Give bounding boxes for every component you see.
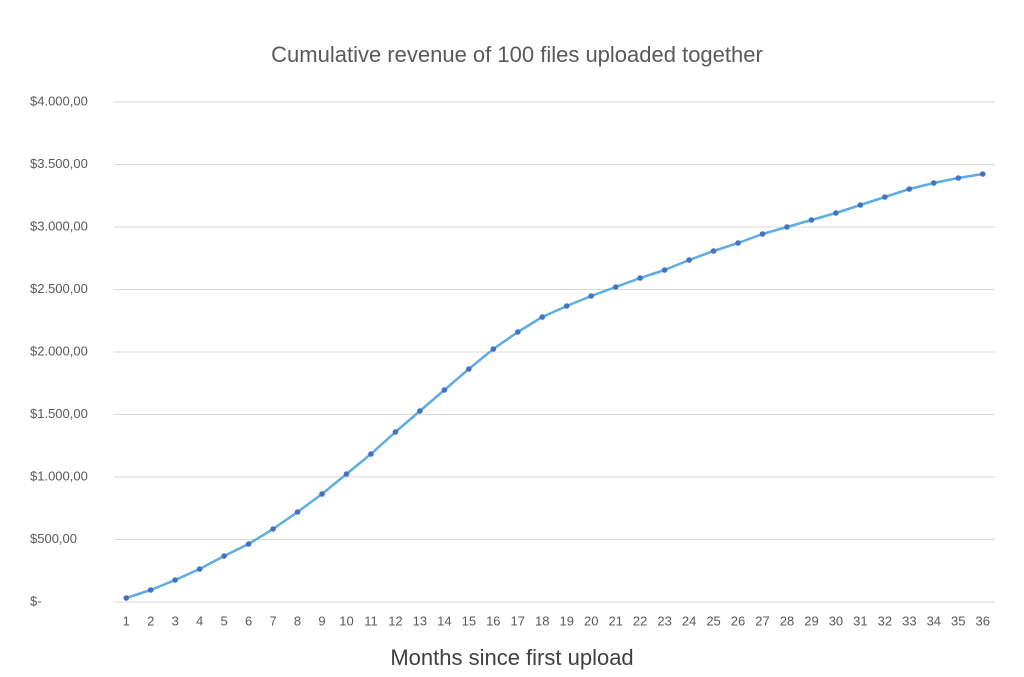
data-point [196, 566, 203, 572]
data-point [147, 587, 154, 593]
x-tick-label: 5 [221, 613, 228, 628]
x-tick-label: 2 [147, 613, 154, 628]
data-point [661, 267, 668, 273]
data-point [123, 595, 130, 601]
x-tick-label: 35 [951, 613, 965, 628]
x-tick-label: 4 [196, 613, 203, 628]
x-tick-label: 25 [706, 613, 720, 628]
x-tick-label: 8 [294, 613, 301, 628]
data-point [686, 257, 692, 263]
data-point [759, 231, 766, 237]
data-point [563, 303, 570, 309]
x-tick-label: 13 [413, 613, 427, 628]
x-tick-label: 22 [633, 613, 647, 628]
x-tick-label: 36 [976, 613, 990, 628]
data-point [490, 346, 497, 352]
x-tick-label: 9 [318, 613, 325, 628]
data-point [514, 329, 521, 335]
data-point [955, 175, 962, 181]
y-tick-label: $1.000,00 [30, 468, 88, 483]
x-tick-label: 14 [437, 613, 451, 628]
y-tick-label: $4.000,00 [30, 93, 88, 108]
data-point [784, 224, 790, 230]
data-point [172, 577, 178, 583]
data-point [979, 171, 986, 177]
x-tick-label: 23 [657, 613, 671, 628]
data-point [466, 366, 472, 372]
x-tick-label: 28 [780, 613, 794, 628]
data-point [833, 210, 839, 216]
data-point [710, 248, 717, 254]
data-point [588, 293, 595, 299]
data-point [637, 275, 643, 281]
data-point [294, 509, 301, 515]
y-tick-label: $500,00 [30, 531, 77, 546]
x-tick-label: 6 [245, 613, 252, 628]
x-tick-label: 21 [608, 613, 622, 628]
data-point [612, 284, 619, 290]
data-point [319, 491, 325, 497]
data-point [245, 541, 252, 547]
y-tick-label: $3.000,00 [30, 218, 88, 233]
x-tick-label: 11 [364, 613, 378, 628]
x-tick-label: 3 [172, 613, 179, 628]
x-tick-label: 18 [535, 613, 549, 628]
x-tick-label: 26 [731, 613, 745, 628]
data-point [735, 240, 741, 246]
data-point [270, 526, 276, 532]
data-point [906, 186, 913, 192]
data-point [417, 408, 423, 414]
x-tick-label: 27 [755, 613, 769, 628]
y-tick-label: $2.500,00 [30, 281, 88, 296]
x-tick-label: 7 [269, 613, 276, 628]
x-tick-label: 1 [123, 613, 130, 628]
data-point [343, 471, 350, 477]
data-point [931, 180, 937, 186]
data-line [125, 172, 983, 600]
chart-title: Cumulative revenue of 100 files uploaded… [271, 42, 763, 67]
data-point [221, 553, 227, 559]
x-tick-label: 17 [511, 613, 525, 628]
x-tick-label: 16 [486, 613, 500, 628]
y-tick-label: $3.500,00 [30, 156, 88, 171]
x-axis-title: Months since first upload [390, 645, 633, 670]
x-tick-label: 15 [462, 613, 476, 628]
x-tick-label: 30 [829, 613, 843, 628]
x-tick-label: 10 [339, 613, 353, 628]
x-tick-label: 24 [682, 613, 696, 628]
data-point [441, 387, 448, 393]
y-tick-label: $- [30, 593, 42, 608]
data-point [808, 217, 815, 223]
x-tick-label: 12 [388, 613, 402, 628]
y-tick-label: $1.500,00 [30, 406, 88, 421]
data-point [392, 429, 399, 435]
x-tick-label: 29 [804, 613, 818, 628]
x-tick-label: 31 [853, 613, 867, 628]
data-point [857, 202, 864, 208]
x-tick-label: 32 [878, 613, 892, 628]
x-tick-label: 20 [584, 613, 598, 628]
x-tick-label: 19 [560, 613, 574, 628]
x-tick-label: 33 [902, 613, 916, 628]
data-point [368, 451, 374, 457]
x-tick-label: 34 [927, 613, 941, 628]
data-point [539, 314, 546, 320]
data-point [882, 194, 888, 200]
y-tick-label: $2.000,00 [30, 343, 88, 358]
